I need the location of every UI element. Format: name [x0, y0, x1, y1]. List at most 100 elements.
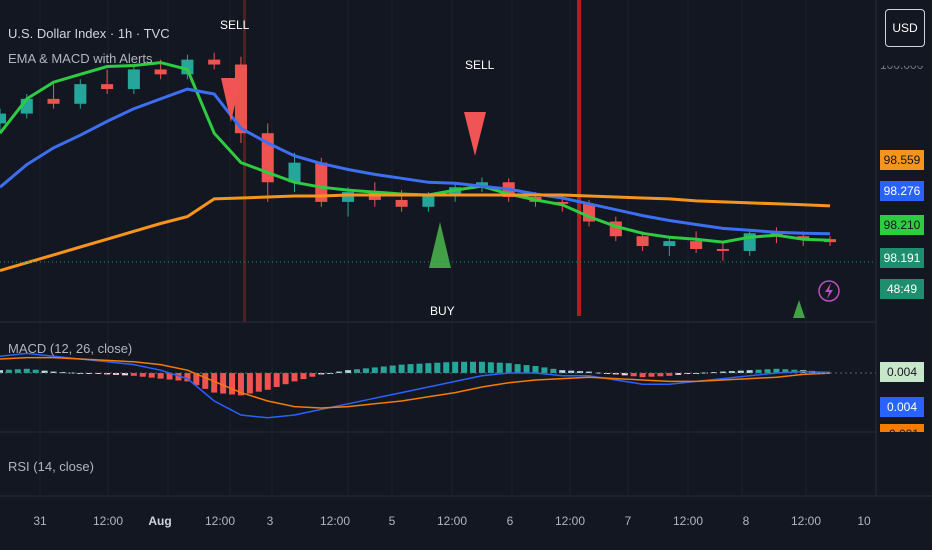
macd-histogram-bar — [59, 372, 66, 374]
macd-histogram-bar — [630, 373, 637, 377]
macd-histogram-bar — [773, 368, 780, 373]
macd-histogram-bar — [148, 373, 155, 378]
currency-button[interactable]: USD — [885, 9, 925, 47]
macd-label[interactable]: MACD (12, 26, close) — [8, 341, 133, 356]
candle — [127, 64, 140, 94]
macd-line-tag: 0.004 — [880, 397, 924, 417]
macd-histogram-bar — [300, 373, 307, 380]
candle — [47, 84, 60, 109]
x-tick-label: 12:00 — [204, 514, 236, 528]
macd-histogram-bar — [639, 373, 646, 378]
macd-histogram-bar — [737, 370, 744, 373]
macd-histogram-bar — [309, 373, 316, 377]
candle — [342, 187, 355, 217]
macd-histogram-bar — [710, 372, 717, 374]
macd-histogram-bar — [229, 373, 236, 395]
macd-signal-tag: -0.001 — [880, 424, 924, 432]
macd-signal-line — [0, 356, 831, 409]
x-tick-label: 5 — [388, 514, 396, 528]
ema-line — [0, 61, 831, 244]
macd-histogram-bar — [612, 373, 619, 375]
candle — [690, 231, 703, 253]
macd-histogram-bar — [407, 364, 414, 373]
sell-label-1: SELL — [220, 18, 250, 32]
x-tick-label: 12:00 — [672, 514, 704, 528]
macd-histogram-bar — [657, 373, 664, 377]
macd-histogram-bar — [139, 373, 146, 377]
x-tick-label: 12:00 — [436, 514, 468, 528]
macd-histogram-bar — [237, 373, 244, 396]
candle — [208, 52, 221, 70]
macd-histogram-bar — [487, 362, 494, 373]
candle — [315, 157, 328, 207]
macd-histogram-bar — [389, 365, 396, 373]
macd-histogram-bar — [621, 373, 628, 376]
macd-histogram-bar — [666, 373, 673, 376]
candle — [0, 108, 7, 134]
signal-bar — [243, 0, 246, 322]
macd-hist-tag: 0.004 — [880, 362, 924, 382]
macd-histogram-bar — [255, 373, 262, 392]
macd-histogram-bar — [452, 361, 459, 373]
macd-histogram-bar — [728, 371, 735, 373]
macd-histogram-bar — [345, 370, 352, 373]
macd-histogram-bar — [782, 369, 789, 373]
candle — [181, 54, 194, 80]
macd-histogram-bar — [523, 365, 530, 373]
macd-histogram-bar — [478, 361, 485, 373]
macd-histogram-bar — [425, 363, 432, 373]
macd-histogram-bar — [50, 371, 57, 373]
ema-line — [0, 193, 831, 273]
macd-histogram-bar — [577, 371, 584, 373]
ema-line — [0, 87, 831, 236]
macd-histogram-bar — [291, 373, 298, 382]
macd-histogram-bar — [113, 373, 120, 375]
macd-histogram-bar — [541, 367, 548, 373]
chart-title: U.S. Dollar Index · 1h · TVC — [8, 26, 170, 41]
macd-lines — [0, 352, 831, 419]
macd-histogram-bar — [568, 370, 575, 373]
macd-histogram-bar — [104, 373, 111, 375]
macd-histogram-bar — [594, 372, 601, 374]
macd-histogram-bar — [470, 361, 477, 373]
sell-label-2: SELL — [465, 58, 495, 72]
macd-histogram-bar — [719, 371, 726, 373]
ema-lines — [0, 61, 831, 273]
signal-markers — [221, 78, 805, 318]
x-tick-label: 6 — [506, 514, 514, 528]
alert-lightning-icon[interactable] — [818, 280, 840, 302]
macd-histogram-bar — [353, 369, 360, 373]
price-tag-last: 98.191 — [880, 248, 924, 268]
macd-histogram-bar — [559, 370, 566, 373]
x-tick-label: 7 — [624, 514, 632, 528]
buy-marker — [793, 300, 805, 318]
candle — [288, 152, 301, 193]
macd-histogram-bar — [14, 369, 21, 373]
x-tick-label: 31 — [33, 514, 47, 528]
macd-histogram-bar — [282, 373, 289, 385]
macd-histogram-bar — [95, 373, 102, 374]
macd-histogram-bar — [0, 370, 3, 373]
x-tick-label: 12:00 — [92, 514, 124, 528]
macd-histogram-bar — [86, 373, 93, 374]
macd-histogram-bar — [380, 366, 387, 373]
macd-histogram-bar — [264, 373, 271, 390]
indicator-label[interactable]: EMA & MACD with Alerts — [8, 51, 153, 66]
macd-histogram-bar — [246, 373, 253, 394]
macd-histogram-bar — [443, 362, 450, 373]
rsi-label[interactable]: RSI (14, close) — [8, 459, 94, 474]
macd-histogram-bar — [202, 373, 209, 389]
x-tick-label: 8 — [742, 514, 750, 528]
macd-histogram-bar — [157, 373, 164, 379]
signal-bar — [577, 0, 581, 316]
macd-histogram-bar — [184, 373, 191, 382]
x-tick-label: 10 — [857, 514, 871, 528]
sell-marker — [221, 78, 241, 122]
macd-histogram-bar — [755, 369, 762, 373]
candle — [101, 69, 114, 94]
macd-histogram-bar — [505, 363, 512, 373]
macd-histogram-bar — [416, 363, 423, 373]
candle — [663, 236, 676, 256]
macd-histogram-bar — [23, 368, 30, 373]
